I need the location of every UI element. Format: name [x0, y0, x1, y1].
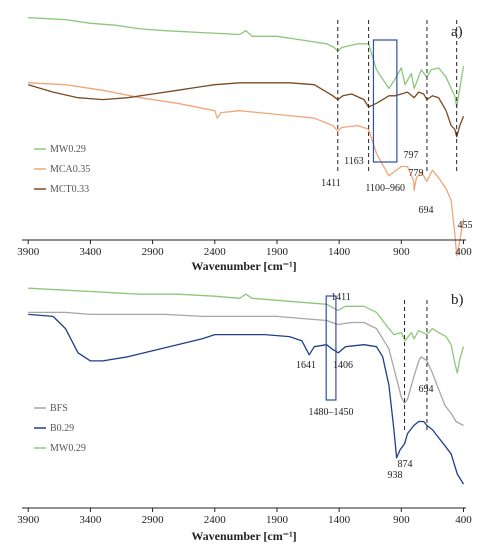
x-tick-label: 1400 [328, 514, 351, 526]
x-tick-label: 2900 [142, 246, 165, 258]
panel-a-highlight-box [372, 39, 398, 163]
peak-label-874: 874 [398, 459, 413, 470]
peak-label-1411: 1411 [331, 292, 351, 303]
panel-a-label: a) [451, 24, 463, 40]
series-line-b0-29 [28, 313, 465, 485]
x-tick-label: 1900 [266, 246, 289, 258]
x-tick-label: 400 [455, 246, 472, 258]
x-tick-label: 3400 [79, 246, 102, 258]
panel-b: 3900 3400 2900 2400 1900 1400 900 400 1480–1450… [17, 287, 472, 543]
peak-label-1163: 1163 [344, 156, 364, 167]
x-tick-label: 3900 [17, 514, 40, 526]
panel-a-x-axis-label: Wavenumber [cm⁻¹] [191, 259, 296, 273]
panel-b-label: b) [451, 292, 464, 308]
x-tick-label: 3900 [17, 246, 40, 258]
peak-label-779: 779 [409, 168, 424, 179]
x-tick-label: 2900 [142, 514, 165, 526]
panel-a-legend: MW0.29 MCA0.35 MCT0.33 [34, 144, 90, 195]
legend-entry: MCT0.33 [50, 184, 89, 195]
legend-entry: MW0.29 [50, 144, 86, 155]
legend-entry: MW0.29 [50, 443, 86, 454]
panel-b-legend: BFS B0.29 MW0.29 [34, 403, 86, 454]
panel-a: 3900 3400 2900 2400 1900 1400 900 400 1100–960 … [17, 17, 473, 273]
panel-b-highlight-label: 1480–1450 [309, 407, 354, 418]
panel-a-highlight-label: 1100–960 [365, 183, 405, 194]
panel-b-highlight-box [325, 295, 337, 401]
peak-label-1411: 1411 [321, 178, 341, 189]
x-tick-label: 1400 [328, 246, 351, 258]
peak-label-694: 694 [419, 205, 434, 216]
x-tick-label: 900 [393, 514, 410, 526]
series-line-mca0-35 [28, 82, 465, 257]
peak-label-1406: 1406 [333, 360, 353, 371]
series-line-mw0-29 [28, 287, 465, 374]
legend-entry: B0.29 [50, 423, 74, 434]
peak-label-938: 938 [388, 470, 403, 481]
peak-label-455: 455 [458, 220, 473, 231]
peak-label-694: 694 [419, 384, 434, 395]
x-tick-label: 2400 [204, 514, 227, 526]
peak-label-797: 797 [404, 150, 419, 161]
x-tick-label: 3400 [79, 514, 102, 526]
legend-entry: BFS [50, 403, 68, 414]
legend-entry: MCA0.35 [50, 164, 90, 175]
x-tick-label: 900 [393, 246, 410, 258]
series-line-mw0-29 [28, 17, 465, 108]
panel-b-x-axis-label: Wavenumber [cm⁻¹] [191, 529, 296, 543]
peak-label-1641: 1641 [296, 360, 316, 371]
series-line-bfs [28, 311, 464, 427]
x-tick-label: 400 [455, 514, 472, 526]
x-tick-label: 2400 [204, 246, 227, 258]
x-tick-label: 1900 [266, 514, 289, 526]
series-line-mct0-33 [28, 82, 465, 138]
